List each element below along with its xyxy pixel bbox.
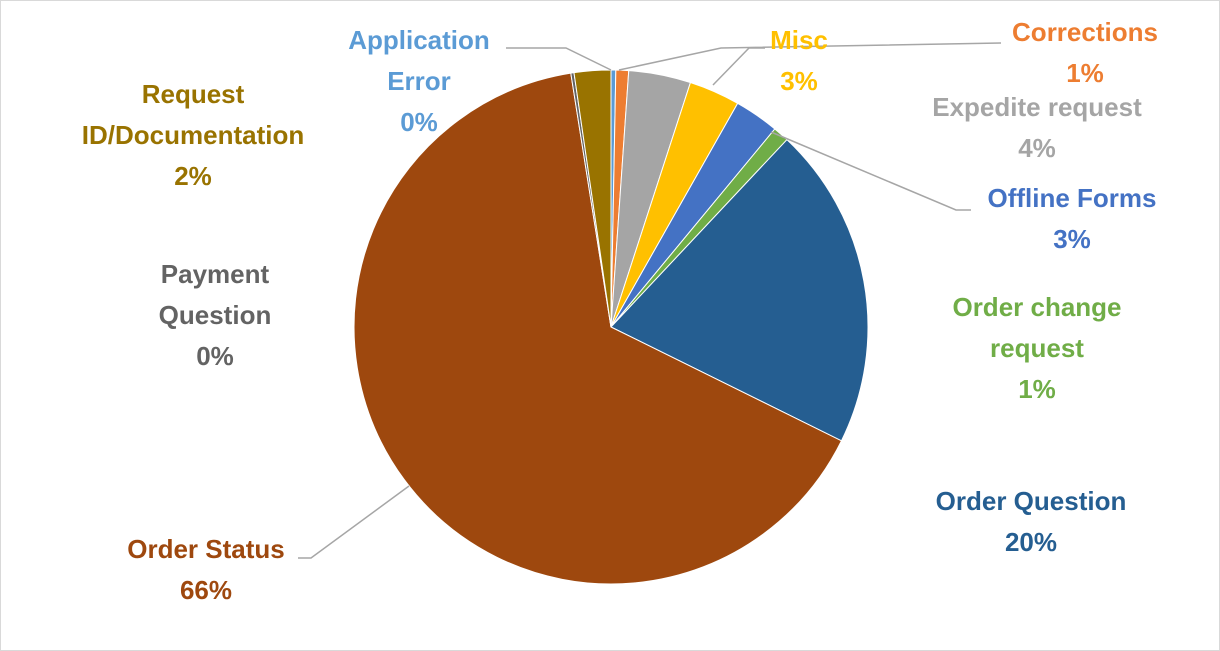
slice-name-payment-question: Payment	[161, 259, 270, 289]
slice-name-application-error: Application	[348, 25, 490, 55]
leader-line-order-status	[298, 485, 410, 559]
slice-name-order-status: Order Status	[127, 534, 285, 564]
leader-line-corrections	[618, 42, 1002, 71]
pie-slice-order-question	[610, 138, 869, 442]
leader-line-application-error	[506, 47, 612, 71]
slice-name-misc: Misc	[770, 25, 828, 55]
slice-name-order-change-request: request	[990, 333, 1084, 363]
slice-percent-application-error: 0%	[400, 107, 438, 137]
slice-name-order-change-request: Order change	[952, 292, 1121, 322]
slice-percent-order-change-request: 1%	[1018, 374, 1056, 404]
slice-name-offline-forms: Offline Forms	[987, 183, 1156, 213]
slice-label-request-id-documentation: Request ID/Documentation 2%	[82, 79, 304, 191]
leader-line-offline-forms	[770, 131, 971, 211]
slice-percent-corrections: 1%	[1066, 58, 1104, 88]
leader-lines	[298, 42, 1002, 559]
slice-name-order-question: Order Question	[936, 486, 1127, 516]
slice-label-order-status: Order Status 66%	[127, 534, 285, 605]
pie-slice-order-status	[353, 72, 843, 585]
slice-label-expedite-request: Expedite request 4%	[932, 92, 1142, 163]
slice-label-misc: Misc 3%	[770, 25, 828, 96]
slice-percent-misc: 3%	[780, 66, 818, 96]
slice-percent-order-status: 66%	[180, 575, 232, 605]
slice-percent-request-id-documentation: 2%	[174, 161, 212, 191]
slice-percent-offline-forms: 3%	[1053, 224, 1091, 254]
slice-name-request-id-documentation: Request	[142, 79, 245, 109]
slice-name-application-error: Error	[387, 66, 451, 96]
slice-name-corrections: Corrections	[1012, 17, 1158, 47]
slice-labels: Application Error 0% Corrections 1% Expedite …	[82, 17, 1158, 605]
slice-name-request-id-documentation: ID/Documentation	[82, 120, 304, 150]
slice-label-application-error: Application Error 0%	[348, 25, 490, 137]
slice-name-expedite-request: Expedite request	[932, 92, 1142, 122]
slice-percent-expedite-request: 4%	[1018, 133, 1056, 163]
slice-label-payment-question: Payment Question 0%	[159, 259, 272, 371]
slice-label-order-change-request: Order change request 1%	[952, 292, 1121, 404]
leader-line-misc	[712, 47, 765, 86]
slice-label-corrections: Corrections 1%	[1012, 17, 1158, 88]
pie-slices	[353, 69, 869, 585]
slice-label-order-question: Order Question 20%	[936, 486, 1127, 557]
slice-percent-order-question: 20%	[1005, 527, 1057, 557]
slice-name-payment-question: Question	[159, 300, 272, 330]
slice-percent-payment-question: 0%	[196, 341, 234, 371]
slice-label-offline-forms: Offline Forms 3%	[987, 183, 1156, 254]
